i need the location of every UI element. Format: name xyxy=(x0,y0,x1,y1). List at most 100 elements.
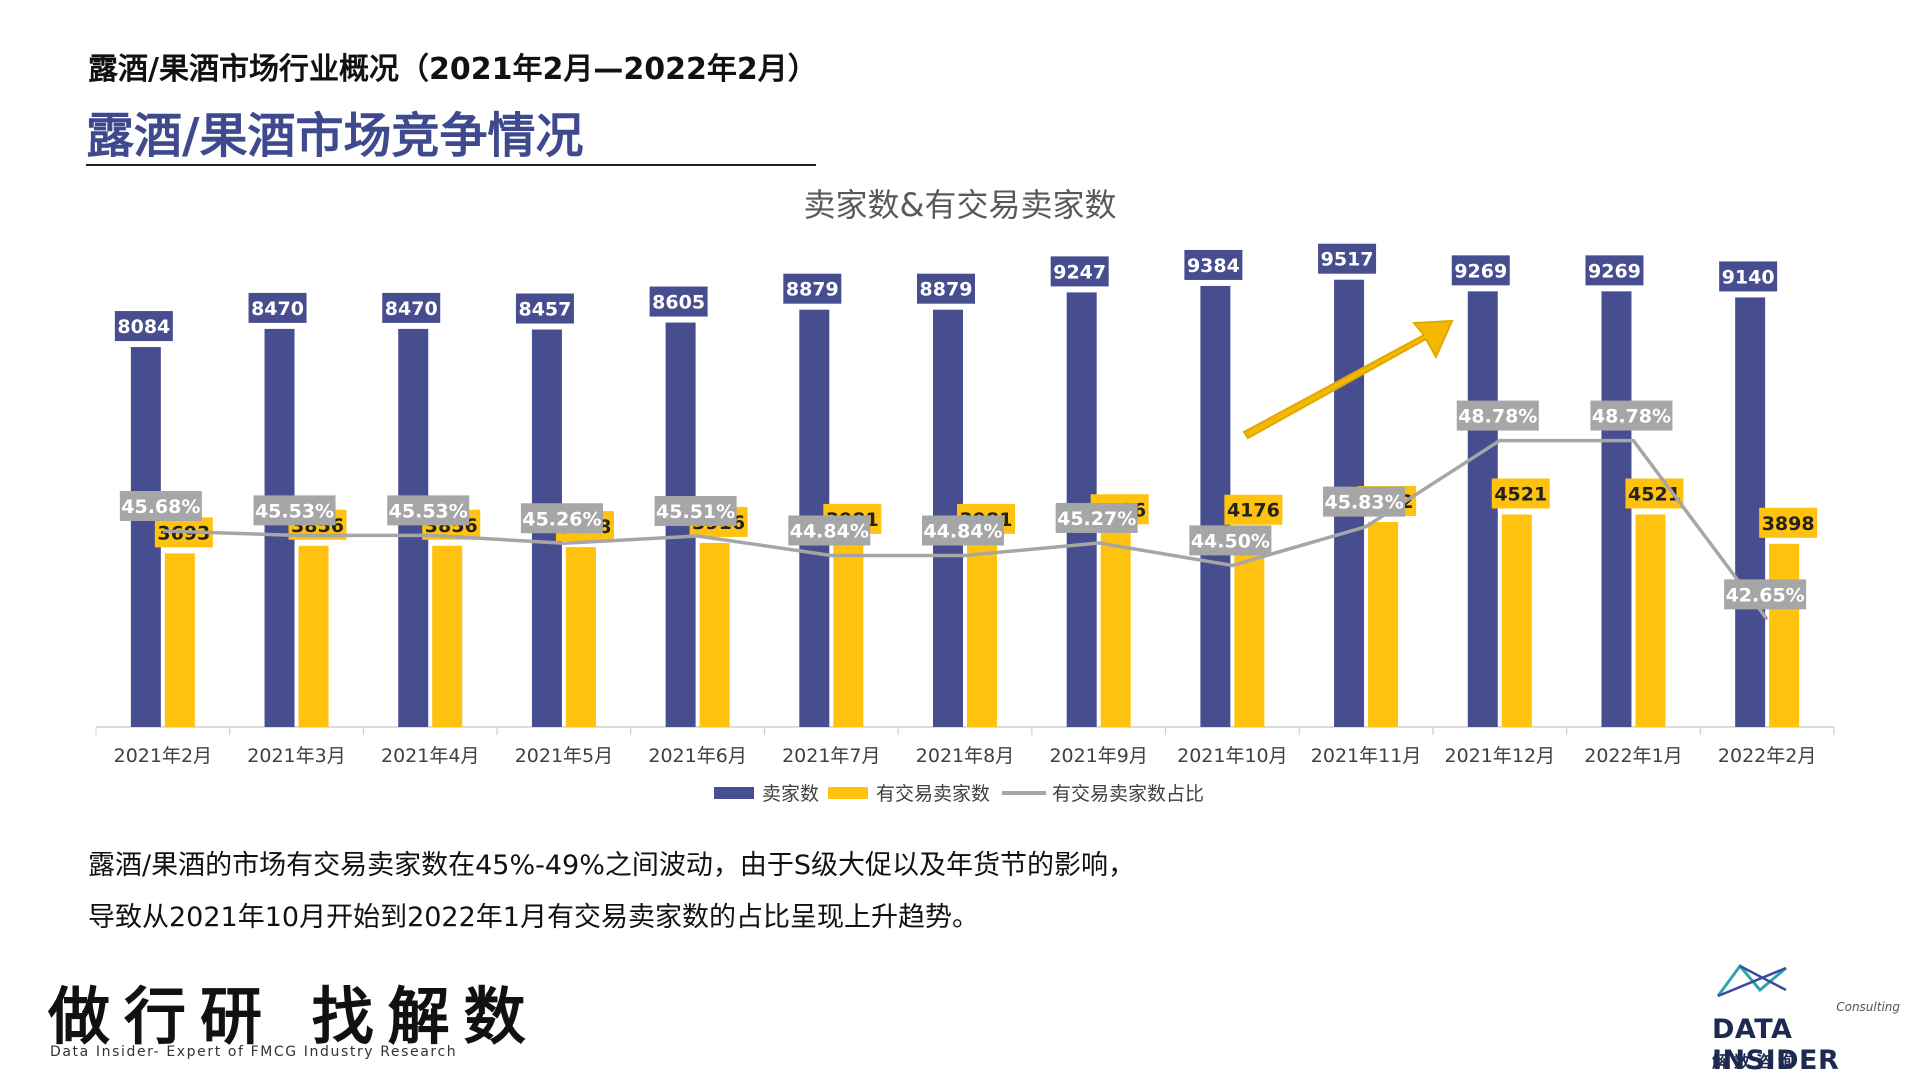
bar-trading-seller-count xyxy=(833,539,864,727)
data-label-seller-count: 8470 xyxy=(251,298,304,320)
legend-swatch xyxy=(828,787,868,799)
chart-container: 卖家数&有交易卖家数 2021年2月 2021年3月 2021年4月 2021年5月 20… xyxy=(0,180,1920,820)
footer-slogan-sub: Data Insider- Expert of FMCG Industry Re… xyxy=(50,1044,458,1060)
x-tick-label: 2021年5月 xyxy=(515,745,613,767)
data-label-ratio: 45.68% xyxy=(121,496,200,518)
legend-label: 有交易卖家数 xyxy=(876,783,990,805)
bar-trading-seller-count xyxy=(1769,543,1800,727)
chart-title: 卖家数&有交易卖家数 xyxy=(804,186,1117,224)
data-label-ratio: 44.84% xyxy=(923,521,1002,543)
footer-slogan: 做行研 找解数 xyxy=(48,980,540,1053)
seller-count-chart: 卖家数&有交易卖家数 2021年2月 2021年3月 2021年4月 2021年5月 20… xyxy=(95,186,1835,805)
bar-seller-count xyxy=(1467,291,1498,727)
data-label-box xyxy=(520,503,603,534)
page-title: 露酒/果酒市场竞争情况 xyxy=(86,108,584,164)
data-label-box xyxy=(1323,486,1406,517)
logo-mark-icon xyxy=(1716,963,1787,998)
data-label-box xyxy=(382,292,441,323)
data-label-seller-count: 9269 xyxy=(1588,260,1641,282)
data-label-box xyxy=(1456,400,1539,431)
x-tick-label: 2022年1月 xyxy=(1584,745,1682,767)
title-underline xyxy=(86,164,816,166)
bar-trading-seller-count xyxy=(1368,521,1399,727)
data-label-box xyxy=(1184,249,1243,280)
data-label-box xyxy=(1590,400,1673,431)
x-tick-label: 2021年3月 xyxy=(247,745,345,767)
data-label-seller-count: 8879 xyxy=(920,279,973,301)
data-label-ratio: 48.78% xyxy=(1458,406,1537,428)
data-label-box xyxy=(1451,255,1510,286)
data-label-ratio: 44.84% xyxy=(790,521,869,543)
data-label-seller-count: 9517 xyxy=(1321,249,1374,271)
bar-trading-seller-count xyxy=(164,553,195,727)
data-label-seller-count: 8084 xyxy=(117,316,170,338)
x-tick-label: 2021年11月 xyxy=(1311,745,1422,767)
data-label-box xyxy=(253,495,336,526)
data-label-ratio: 45.51% xyxy=(656,501,735,523)
data-label-trading-count: 3898 xyxy=(1762,513,1815,535)
data-label-ratio: 45.53% xyxy=(389,500,468,522)
data-label-box xyxy=(387,495,470,526)
data-label-box xyxy=(922,515,1004,546)
data-label-box xyxy=(1189,525,1272,556)
bar-trading-seller-count xyxy=(1100,530,1131,727)
logo-consulting: Consulting xyxy=(1836,1000,1900,1014)
data-label-ratio: 44.50% xyxy=(1191,530,1270,552)
x-tick-label: 2021年12月 xyxy=(1445,745,1556,767)
line-trading-ratio xyxy=(162,438,1769,621)
bar-trading-seller-count xyxy=(432,545,463,727)
bar-trading-seller-count xyxy=(1635,514,1666,727)
data-label-ratio: 48.78% xyxy=(1592,406,1671,428)
bar-trading-seller-count xyxy=(1501,514,1532,727)
data-label-seller-count: 9384 xyxy=(1187,255,1240,277)
x-tick-label: 2021年7月 xyxy=(782,745,880,767)
bar-trading-seller-count xyxy=(298,545,329,727)
data-label-box xyxy=(119,491,202,521)
data-insider-logo: Consulting DATA INSIDER 解数咨询 xyxy=(1712,960,1902,1076)
data-label-box xyxy=(654,495,737,526)
data-label-box xyxy=(783,273,842,304)
bar-trading-seller-count xyxy=(565,547,596,727)
bar-trading-seller-count xyxy=(699,542,730,727)
data-label-box xyxy=(248,292,307,323)
data-label-box xyxy=(1224,494,1283,525)
data-label-seller-count: 8457 xyxy=(518,299,571,321)
data-label-box xyxy=(1050,256,1109,287)
data-label-box xyxy=(1318,243,1377,274)
x-tick-label: 2022年2月 xyxy=(1718,745,1816,767)
logo-name: DATA INSIDER xyxy=(1712,1014,1840,1076)
data-label-box xyxy=(1585,255,1644,286)
data-label-box xyxy=(1724,579,1807,610)
data-label-box xyxy=(1491,478,1550,509)
note-line-2: 导致从2021年10月开始到2022年1月有交易卖家数的占比呈现上升趋势。 xyxy=(88,902,979,933)
data-label-ratio: 45.53% xyxy=(255,500,334,522)
data-label-ratio: 45.26% xyxy=(522,508,601,530)
data-label-ratio: 45.83% xyxy=(1325,492,1404,514)
trend-arrow-icon xyxy=(1242,319,1454,440)
x-tick-label: 2021年4月 xyxy=(381,745,479,767)
data-label-box xyxy=(515,293,574,324)
data-label-seller-count: 8605 xyxy=(652,292,705,314)
data-label-box xyxy=(788,515,871,546)
x-tick-label: 2021年8月 xyxy=(916,745,1014,767)
x-tick-label: 2021年9月 xyxy=(1049,745,1147,767)
x-tick-label: 2021年6月 xyxy=(648,745,746,767)
bar-seller-count xyxy=(1601,291,1632,727)
x-tick-label: 2021年2月 xyxy=(114,745,212,767)
data-label-box xyxy=(649,286,708,317)
data-label-box xyxy=(114,311,173,342)
data-label-seller-count: 9247 xyxy=(1053,261,1106,283)
legend-label: 卖家数 xyxy=(762,783,819,805)
data-label-box xyxy=(1055,502,1138,533)
data-label-ratio: 45.27% xyxy=(1057,508,1136,530)
page-subtitle: 露酒/果酒市场行业概况（2021年2月—2022年2月） xyxy=(88,52,818,87)
data-label-seller-count: 8879 xyxy=(786,279,839,301)
data-label-trading-count: 4521 xyxy=(1494,484,1547,506)
legend-swatch xyxy=(714,787,754,799)
data-label-ratio: 42.65% xyxy=(1726,584,1805,606)
note-line-1: 露酒/果酒的市场有交易卖家数在45%-49%之间波动，由于S级大促以及年货节的影… xyxy=(88,850,1135,881)
legend-label: 有交易卖家数占比 xyxy=(1052,783,1204,805)
data-label-seller-count: 9140 xyxy=(1722,266,1775,288)
data-label-box xyxy=(917,273,975,304)
data-label-trading-count: 4176 xyxy=(1227,500,1280,522)
